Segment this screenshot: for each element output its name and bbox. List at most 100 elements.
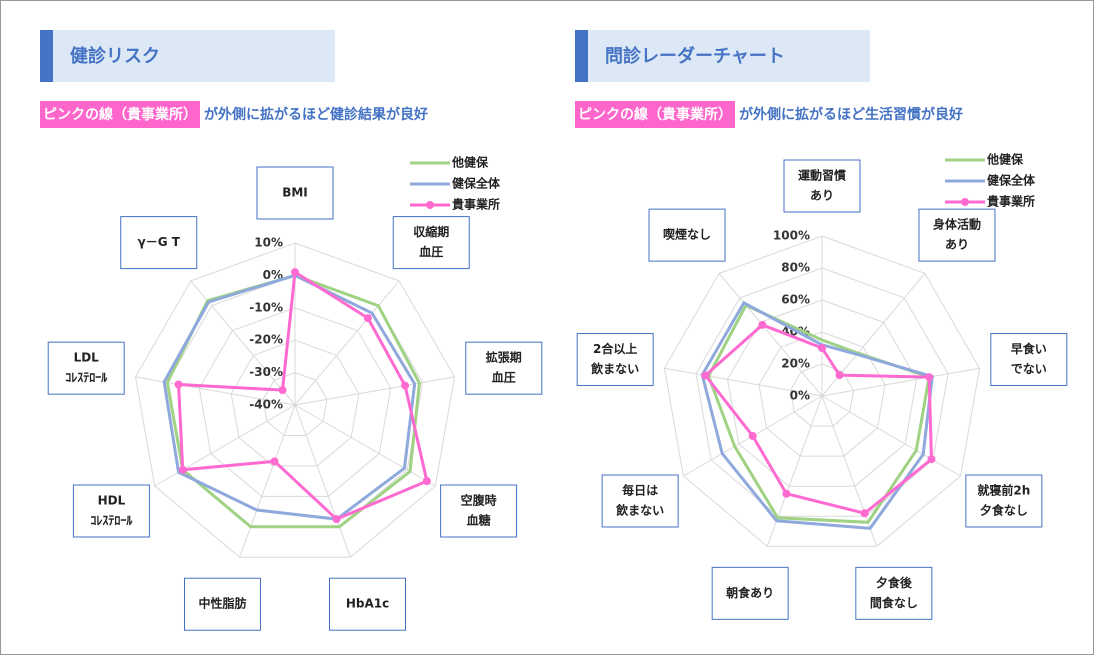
category-label: 夕食後 <box>876 575 913 590</box>
chart-title: 健診リスク <box>70 45 160 67</box>
series-point <box>782 489 791 498</box>
series-point <box>401 381 410 390</box>
grid-ring <box>726 299 918 487</box>
grid-ring <box>230 339 360 467</box>
category-label: 収縮期 <box>413 224 449 239</box>
category-label: 血圧 <box>492 370 516 385</box>
legend-label: 健保全体 <box>452 176 501 191</box>
series-point <box>178 465 187 474</box>
series-line <box>703 323 933 515</box>
legend-marker <box>961 198 969 206</box>
series-point <box>701 371 710 380</box>
category-box <box>965 474 1043 528</box>
grid-ring <box>663 235 981 547</box>
spoke <box>294 404 351 558</box>
category-box <box>601 474 679 528</box>
category-label: ｺﾚｽﾃﾛｰﾙ <box>90 514 133 528</box>
category-label: BMI <box>282 186 308 200</box>
r-tick-label: 60% <box>781 293 810 307</box>
category-label: 運動習慣 <box>798 168 846 183</box>
grid-ring <box>134 242 456 558</box>
series-point <box>758 320 767 329</box>
r-tick-label: -20% <box>249 333 283 347</box>
category-label: 間食なし <box>870 595 918 610</box>
series-point <box>332 515 341 524</box>
category-box <box>256 166 334 220</box>
series-point <box>291 268 299 277</box>
chart-title: 問診レーダーチャート <box>605 45 785 67</box>
r-tick-label: 20% <box>781 357 810 371</box>
category-label: でない <box>1011 362 1047 376</box>
spoke <box>239 404 296 558</box>
category-label: 朝食あり <box>726 585 774 600</box>
category-label: あり <box>945 238 969 252</box>
r-tick-label: -40% <box>249 398 283 412</box>
title-accent <box>575 30 588 82</box>
category-label: 飲まない <box>615 503 664 518</box>
series-line <box>176 269 429 521</box>
category-box <box>918 208 996 262</box>
category-label: ｺﾚｽﾃﾛｰﾙ <box>65 371 108 385</box>
r-tick-label: 0% <box>263 268 283 282</box>
category-label: HDL <box>98 494 126 508</box>
category-box <box>711 566 789 620</box>
category-label: 2合以上 <box>593 341 637 356</box>
r-tick-label: -10% <box>249 300 283 314</box>
subtitle-highlight <box>40 101 200 128</box>
series-line <box>162 273 417 521</box>
grid-ring <box>198 307 392 497</box>
category-box <box>990 333 1068 387</box>
subtitle-text: が外側に拡がるほど健診結果が良好 <box>204 106 428 123</box>
spoke <box>294 404 436 487</box>
category-box <box>465 341 543 395</box>
category-label: LDL <box>74 351 100 365</box>
series-line <box>700 300 934 530</box>
r-tick-label: 0% <box>790 389 810 403</box>
category-label: 喫煙なし <box>663 227 711 242</box>
category-label: 身体活動 <box>933 217 981 232</box>
grid-ring <box>758 331 886 457</box>
subtitle-highlight-text: ピンクの線（貴事業所） <box>578 106 732 123</box>
spoke <box>135 376 296 406</box>
series-point <box>748 432 757 440</box>
grid-ring <box>695 267 949 517</box>
category-box <box>783 159 861 213</box>
spoke <box>294 376 455 406</box>
series-point <box>363 314 372 323</box>
series-point <box>925 373 934 382</box>
title-box <box>575 30 870 82</box>
legend-label: 他健保 <box>986 152 1024 167</box>
category-label: HbA1c <box>346 597 389 611</box>
legend-label: 貴事業所 <box>452 197 500 212</box>
r-tick-label: -30% <box>249 365 283 379</box>
category-box <box>392 216 470 270</box>
legend-marker <box>426 201 434 209</box>
category-label: 毎日は <box>622 483 658 498</box>
category-box <box>576 333 654 387</box>
category-label: 夕食なし <box>980 503 1028 518</box>
spoke <box>718 273 823 397</box>
legend-label: 貴事業所 <box>987 194 1035 209</box>
series-point <box>818 344 826 352</box>
r-tick-label: 100% <box>773 229 810 243</box>
category-box <box>183 577 261 631</box>
grid-ring <box>789 363 855 427</box>
category-box <box>72 484 150 538</box>
category-label: 拡張期 <box>486 350 522 365</box>
spoke <box>294 280 400 406</box>
series-point <box>278 386 287 395</box>
series-point <box>860 509 869 518</box>
subtitle-highlight <box>575 101 735 128</box>
category-box <box>855 566 933 620</box>
category-box <box>47 341 125 395</box>
series-point <box>927 455 936 464</box>
subtitle-text: が外側に拡がるほど生活習慣が良好 <box>739 106 963 123</box>
category-label: 空腹時 <box>461 493 497 508</box>
legend-label: 他健保 <box>451 155 489 170</box>
spoke <box>821 395 961 477</box>
spoke <box>821 367 980 397</box>
r-tick-label: 80% <box>781 261 810 275</box>
category-label: 中性脂肪 <box>198 596 246 611</box>
category-label: γ－G T <box>138 235 181 249</box>
